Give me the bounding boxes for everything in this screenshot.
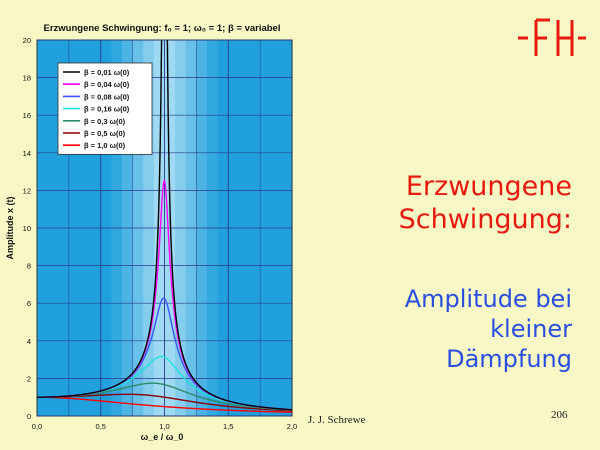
- series-line: [37, 393, 292, 412]
- y-tick-label: 12: [23, 186, 31, 195]
- x-tick-label: 2,0: [287, 422, 297, 431]
- x-tick-label: 0,5: [96, 422, 106, 431]
- slide-title-line: Erzwungene: [405, 171, 572, 202]
- y-tick-label: 4: [27, 337, 31, 346]
- legend-label: β = 0,08 ω(0): [84, 92, 130, 101]
- y-tick-labels: 0 2 4 6 8 10 12 14 16 18 20: [23, 36, 31, 421]
- chart-title: Erzwungene Schwingung: f₀ = 1; ω₀ = 1; β…: [44, 23, 281, 34]
- page-number: 206: [551, 409, 568, 421]
- author-name: J. J. Schrewe: [308, 414, 366, 426]
- chart-curves: [37, 40, 292, 413]
- slide-subtitle: Amplitude bei kleiner Dämpfung: [312, 284, 572, 374]
- y-tick-label: 14: [23, 149, 31, 158]
- legend-label: β = 0,01 ω(0): [84, 68, 130, 77]
- y-tick-label: 0: [27, 412, 31, 421]
- fh-logo: [518, 18, 586, 56]
- y-axis-label: Amplitude x (t): [5, 197, 15, 260]
- y-tick-label: 2: [27, 374, 31, 383]
- slide-subtitle-line: Dämpfung: [446, 345, 572, 373]
- y-tick-label: 6: [27, 299, 31, 308]
- y-tick-label: 16: [23, 111, 31, 120]
- y-tick-label: 20: [23, 36, 31, 45]
- legend-label: β = 1,0 ω(0): [84, 141, 126, 150]
- legend-label: β = 0,3 ω(0): [84, 117, 126, 126]
- series-line: [37, 396, 292, 413]
- slide-subtitle-line: kleiner: [490, 315, 572, 343]
- chart-legend: β = 0,01 ω(0) β = 0,04 ω(0) β = 0,08 ω(0) β…: [57, 62, 153, 155]
- y-tick-label: 8: [27, 262, 31, 271]
- slide-subtitle-line: Amplitude bei: [404, 285, 572, 313]
- x-tick-label: 1,0: [159, 422, 169, 431]
- legend-label: β = 0,5 ω(0): [84, 129, 126, 138]
- x-tick-label: 0,0: [32, 422, 42, 431]
- y-tick-label: 18: [23, 74, 31, 83]
- legend-label: β = 0,04 ω(0): [84, 80, 130, 89]
- slide-title: Erzwungene Schwingung:: [312, 170, 572, 236]
- legend-label: β = 0,16 ω(0): [84, 105, 130, 114]
- x-tick-labels: 0,0 0,5 1,0 1,5 2,0: [32, 422, 297, 431]
- x-tick-label: 1,5: [223, 422, 233, 431]
- slide-title-line: Schwingung:: [398, 204, 572, 235]
- y-tick-label: 10: [23, 224, 31, 233]
- series-line: [37, 40, 292, 411]
- x-axis-label: ω_e / ω_0: [141, 432, 184, 442]
